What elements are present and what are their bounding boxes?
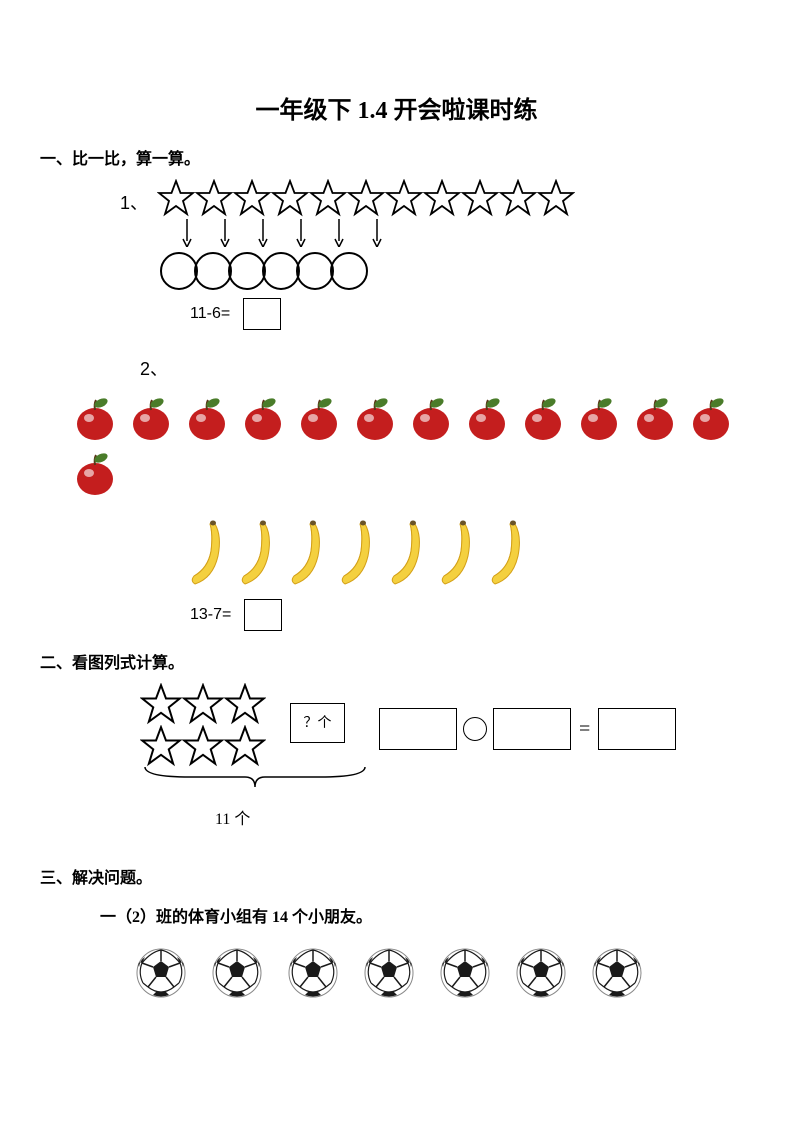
apples-row-1 [70,396,753,441]
banana-icon [380,516,428,591]
arrows-row [168,219,753,252]
soccer-ball-icon [363,947,415,999]
star-icon [195,179,233,217]
equals-sign: = [579,718,590,741]
equation-text: 11-6= [190,305,230,322]
soccer-ball-icon [439,947,491,999]
result-box[interactable] [598,708,676,750]
apple-icon [518,396,568,441]
star-icon [499,179,537,217]
circle-icon [194,252,232,290]
star-icon [140,683,182,725]
apple-icon [462,396,512,441]
apple-icon [294,396,344,441]
banana-icon [180,516,228,591]
stars-grid [140,683,266,767]
soccer-ball-icon [287,947,339,999]
question-2: 2、 13-7= [40,345,753,631]
apple-icon [238,396,288,441]
star-icon [182,683,224,725]
brace-icon [140,765,753,800]
circle-icon [262,252,300,290]
star-icon [271,179,309,217]
bananas-row [180,516,753,591]
star-icon [423,179,461,217]
star-icon [233,179,271,217]
soccer-ball-icon [135,947,187,999]
star-icon [461,179,499,217]
soccer-ball-icon [591,947,643,999]
operator-circle[interactable] [463,717,487,741]
question-box: ？个 [290,703,345,743]
answer-box[interactable] [243,298,281,330]
apple-icon [350,396,400,441]
circle-icon [160,252,198,290]
star-icon [385,179,423,217]
section1-header: 一、比一比，算一算。 [40,145,753,169]
q2-equation: 13-7= [190,599,753,631]
apple-icon [70,451,120,496]
arrow-down-icon [320,219,358,252]
operand-box-1[interactable] [379,708,457,750]
soccer-row [135,947,753,999]
banana-icon [280,516,328,591]
section2-content: ？个 = [140,683,753,767]
circle-icon [330,252,368,290]
q2-number: 2、 [140,355,168,381]
apples-row-2 [70,451,753,496]
apple-icon [686,396,736,441]
section3-header: 三、解决问题。 [40,864,753,888]
star-icon [309,179,347,217]
q1-number: 1、 [120,189,148,215]
circles-row [160,252,753,290]
arrow-down-icon [244,219,282,252]
operand-box-2[interactable] [493,708,571,750]
circle-icon [296,252,334,290]
apple-icon [182,396,232,441]
section3-text: 一（2）班的体育小组有 14 个小朋友。 [100,903,753,927]
arrow-down-icon [358,219,396,252]
star-icon [224,683,266,725]
page-title: 一年级下 1.4 开会啦课时练 [40,90,753,125]
apple-icon [630,396,680,441]
soccer-ball-icon [515,947,567,999]
star-icon [182,725,224,767]
section2-header: 二、看图列式计算。 [40,649,753,673]
star-icon [140,725,182,767]
apple-icon [406,396,456,441]
apple-icon [574,396,624,441]
arrow-down-icon [282,219,320,252]
stars-row [157,179,575,217]
soccer-ball-icon [211,947,263,999]
total-label: 11 个 [215,805,753,829]
banana-icon [480,516,528,591]
equation-text: 13-7= [190,606,231,623]
q1-equation: 11-6= [190,298,753,330]
banana-icon [430,516,478,591]
banana-icon [330,516,378,591]
arrow-down-icon [206,219,244,252]
star-icon [224,725,266,767]
banana-icon [230,516,278,591]
apple-icon [70,396,120,441]
circle-icon [228,252,266,290]
question-1: 1、 11-6= [40,179,753,330]
arrow-down-icon [168,219,206,252]
star-icon [537,179,575,217]
answer-box[interactable] [244,599,282,631]
apple-icon [126,396,176,441]
equation-builder: = [379,708,676,750]
star-icon [347,179,385,217]
star-icon [157,179,195,217]
